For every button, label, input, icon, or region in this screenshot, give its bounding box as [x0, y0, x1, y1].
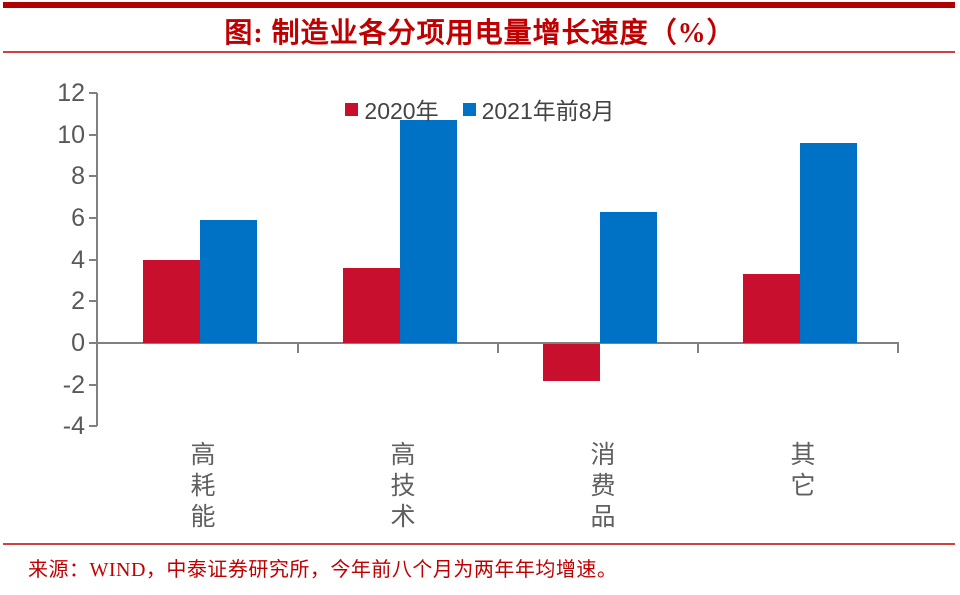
- bar-2020年-高技术: [343, 268, 400, 343]
- category-label-消费品: 消费品: [587, 441, 614, 534]
- legend: 2020年 2021年前8月: [0, 92, 960, 126]
- category-label-其它: 其它: [787, 441, 814, 503]
- bar-2020年-高耗能: [143, 259, 200, 343]
- y-axis-tick: [89, 342, 97, 344]
- y-axis-line: [96, 93, 98, 427]
- legend-swatch-icon: [462, 102, 476, 116]
- y-axis-tick-label: 10: [57, 120, 85, 149]
- y-axis-tick-label: -2: [62, 370, 85, 399]
- y-axis-tick-label: -4: [62, 412, 85, 441]
- y-axis-tick-label: 8: [71, 162, 85, 191]
- y-axis-tick-label: 2: [71, 287, 85, 316]
- x-axis-tick: [297, 344, 299, 353]
- y-axis-tick-label: 6: [71, 204, 85, 232]
- y-axis-tick: [89, 258, 97, 261]
- y-axis-tick: [89, 133, 97, 136]
- category-label-高技术: 高技术: [387, 441, 414, 534]
- y-axis-tick: [89, 383, 97, 386]
- y-axis-tick-label: 0: [71, 329, 85, 357]
- bar-2021年前8月-高耗能: [200, 220, 257, 343]
- source-note: 来源：WIND，中泰证券研究所，今年前八个月为两年年均增速。: [28, 559, 618, 581]
- category-label-高耗能: 高耗能: [187, 441, 214, 534]
- bar-2020年-消费品: [543, 344, 600, 381]
- y-axis-tick-label: 4: [71, 245, 85, 274]
- y-axis-tick: [89, 175, 97, 178]
- bar-2021年前8月-高技术: [400, 120, 457, 343]
- y-axis-tick: [89, 300, 97, 303]
- legend-item-2021年前8月: 2021年前8月: [462, 92, 615, 126]
- source-rule: [3, 543, 955, 545]
- x-axis-tick: [897, 344, 899, 353]
- chart-title: 图: 制造业各分项用电量增长速度（%）: [224, 18, 736, 49]
- y-axis-tick: [89, 217, 97, 219]
- x-axis-line: [96, 342, 899, 344]
- y-axis-tick: [89, 92, 97, 94]
- title-rule: [3, 51, 955, 53]
- top-rule: [3, 2, 955, 8]
- bar-2021年前8月-其它: [800, 143, 857, 343]
- x-axis-tick: [497, 344, 499, 353]
- y-axis-tick-label: 12: [57, 79, 85, 107]
- bar-2020年-其它: [743, 274, 800, 343]
- legend-label: 2021年前8月: [481, 98, 615, 124]
- x-axis-tick: [697, 344, 699, 353]
- y-axis-tick: [89, 425, 97, 428]
- bar-2021年前8月-消费品: [600, 211, 657, 343]
- legend-swatch-icon: [345, 102, 359, 116]
